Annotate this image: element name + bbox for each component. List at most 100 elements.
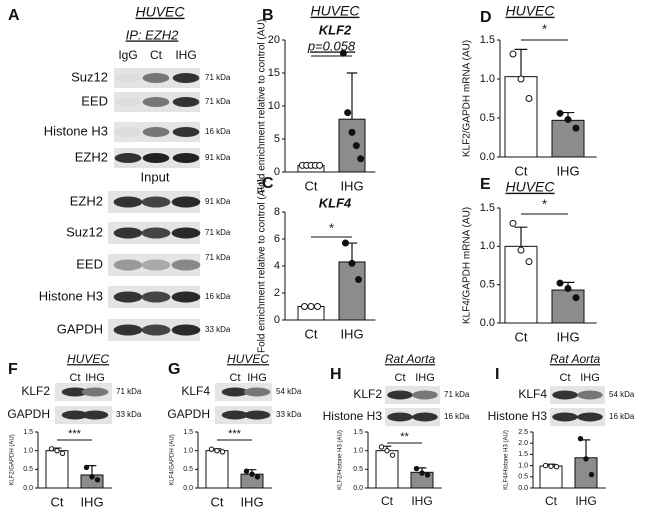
x-tick-label: IHG — [411, 494, 432, 508]
data-point — [94, 477, 101, 483]
y-tick-label: 0.0 — [353, 485, 363, 492]
data-point — [509, 50, 517, 58]
blot-band — [142, 127, 170, 137]
blot-band — [412, 412, 438, 422]
y-tick-label: 1.0 — [353, 448, 363, 455]
data-point — [314, 303, 321, 310]
data-point — [355, 276, 362, 283]
data-point — [556, 279, 564, 287]
blot-band — [141, 291, 171, 303]
x-tick-label: Ct — [51, 494, 64, 509]
blot-band — [81, 387, 109, 397]
error-bar — [87, 465, 97, 475]
bar — [338, 261, 366, 321]
panel-letter: A — [8, 7, 20, 24]
data-point — [577, 436, 584, 442]
annotation: * — [329, 220, 334, 235]
y-tick-label: 0.5 — [23, 466, 33, 473]
blot-label: EZH2 — [75, 149, 108, 164]
y-tick-label: 5 — [274, 133, 280, 145]
blot-band — [171, 227, 201, 239]
blot-label: EZH2 — [70, 193, 103, 208]
blot-band — [142, 73, 170, 83]
panel-letter: B — [262, 7, 274, 24]
error-bar — [346, 72, 358, 120]
data-point — [208, 446, 215, 452]
blot-size: 71 kDa — [116, 387, 142, 396]
data-point — [249, 471, 255, 477]
y-tick-label: 8 — [274, 206, 280, 218]
data-point — [525, 258, 533, 266]
blot-band — [142, 97, 170, 107]
panel-letter: E — [480, 176, 491, 193]
section-header: Input — [141, 169, 170, 184]
panel-letter: D — [480, 9, 492, 26]
chart-title: HUVEC — [310, 3, 360, 19]
blot-label: Histone H3 — [488, 409, 548, 423]
y-tick-label: 2.0 — [518, 440, 528, 447]
blot-label: Histone H3 — [39, 288, 103, 303]
y-tick-label: 1.5 — [353, 429, 363, 436]
lane-label: Ct — [150, 48, 163, 62]
data-point — [243, 468, 250, 474]
blot-band — [243, 387, 271, 397]
y-tick-label: 6 — [274, 233, 280, 245]
blot-label: Suz12 — [71, 69, 108, 84]
panel-title: Rat Aorta — [385, 352, 436, 366]
blot-band — [141, 196, 171, 208]
lane-label: IHG — [247, 372, 267, 384]
blot-band — [171, 291, 201, 303]
blot-band — [114, 97, 142, 107]
lane-label: Ct — [230, 372, 241, 384]
data-point — [583, 456, 589, 462]
y-tick-label: 0.5 — [518, 474, 528, 481]
data-point — [301, 303, 308, 310]
y-tick-label: 0.0 — [518, 485, 528, 492]
x-tick-label: IHG — [556, 163, 579, 178]
panel-title: HUVEC — [135, 4, 185, 20]
data-point — [517, 246, 525, 254]
blot-size: 33 kDa — [205, 325, 231, 334]
blot-size: 91 kDa — [205, 153, 231, 162]
blot-band — [172, 127, 200, 137]
blot-band — [81, 410, 109, 420]
blot-size: 71 kDa — [205, 73, 231, 82]
blot-size: 71 kDa — [444, 390, 470, 399]
data-point — [59, 450, 66, 456]
y-axis-label: KLF4/GAPDH mRNA (AU) — [462, 207, 473, 324]
x-tick-label: Ct — [381, 494, 394, 508]
data-point — [352, 142, 360, 150]
data-point — [342, 239, 349, 247]
x-tick-label: Ct — [545, 494, 558, 508]
y-tick-label: 0.0 — [480, 317, 495, 329]
blot-size: 54 kDa — [609, 390, 635, 399]
y-tick-label: 4 — [274, 260, 280, 272]
blot-size: 71 kDa — [205, 97, 231, 106]
panel-letter: F — [8, 361, 18, 378]
annotation: p=0.058 — [307, 38, 356, 53]
data-point — [389, 452, 396, 458]
blot-band — [61, 387, 89, 397]
blot-band — [387, 390, 413, 400]
y-tick-label: 1.0 — [480, 73, 495, 85]
x-tick-label: IHG — [575, 494, 596, 508]
blot-band — [221, 387, 249, 397]
y-tick-label: 1.5 — [480, 202, 495, 214]
panel-letter: I — [495, 366, 499, 383]
blot-band — [142, 153, 170, 163]
blot-band — [113, 291, 143, 303]
y-axis-label: Fold enrichment relative to control (AU) — [257, 179, 268, 353]
data-point — [316, 161, 324, 169]
data-point — [254, 474, 261, 480]
panel-letter: G — [168, 361, 180, 378]
panel-letter: C — [262, 175, 274, 192]
panel-title: HUVEC — [67, 352, 109, 366]
blot-label: GAPDH — [57, 321, 103, 336]
data-point — [525, 95, 533, 102]
x-tick-label: IHG — [80, 494, 103, 509]
lane-label: Ct — [395, 372, 406, 384]
data-point — [548, 463, 554, 469]
blot-band — [221, 410, 249, 420]
blot-size: 33 kDa — [116, 410, 142, 419]
data-point — [83, 464, 90, 471]
